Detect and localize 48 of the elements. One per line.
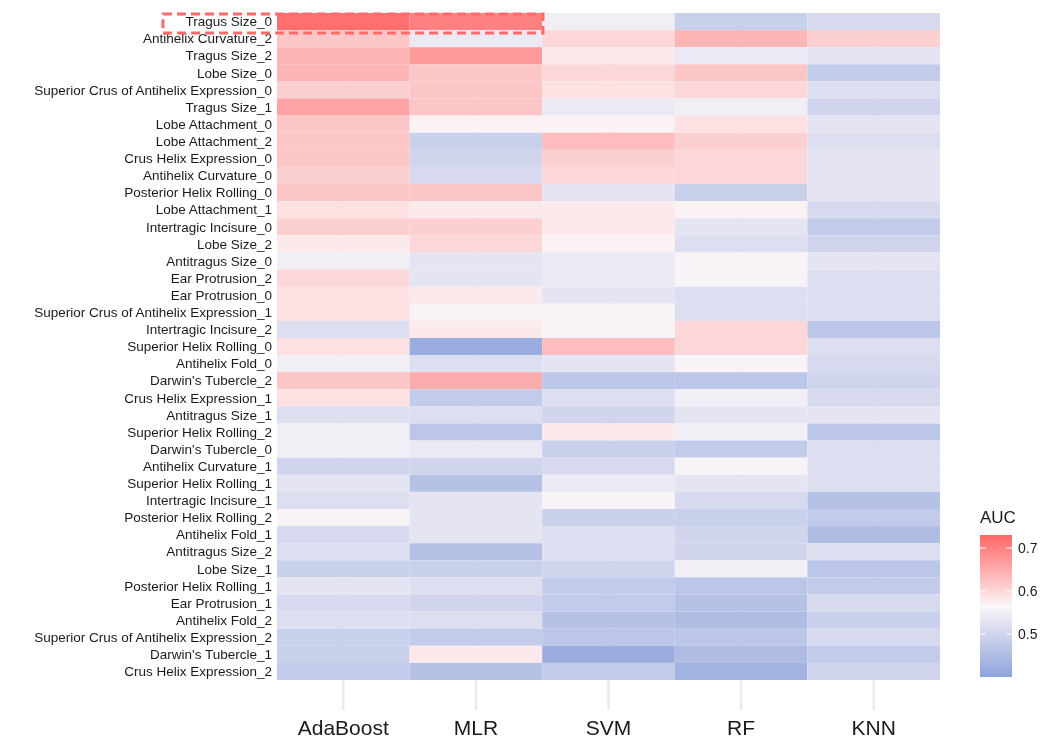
y-tick-label: Tragus Size_1 xyxy=(185,99,272,115)
y-tick-label: Antitragus Size_2 xyxy=(166,544,272,560)
y-tick-label: Crus Helix Expression_0 xyxy=(124,151,272,167)
y-tick-label: Tragus Size_2 xyxy=(185,48,272,64)
y-tick-label: Ear Protrusion_0 xyxy=(170,287,272,303)
x-tick-label: SVM xyxy=(585,716,632,739)
y-tick-label: Ear Protrusion_2 xyxy=(170,270,272,286)
y-tick-label: Crus Helix Expression_1 xyxy=(124,390,272,406)
color-bar-label: 0.7 xyxy=(1018,539,1038,556)
y-tick-label: Intertragic Incisure_0 xyxy=(145,219,272,235)
y-tick-label: Lobe Size_1 xyxy=(196,561,272,577)
y-tick-label: Posterior Helix Rolling_0 xyxy=(124,185,272,201)
y-tick-label: Antihelix Curvature_0 xyxy=(142,168,272,184)
y-tick-label: Antihelix Curvature_1 xyxy=(142,458,272,474)
y-tick-label: Lobe Attachment_1 xyxy=(155,202,272,218)
color-bar-label: 0.6 xyxy=(1018,582,1038,599)
x-tick-label: RF xyxy=(727,716,756,739)
x-tick-label: MLR xyxy=(453,716,499,739)
color-bar-title: AUC xyxy=(980,508,1016,527)
y-tick-label: Superior Crus of Antihelix Expression_1 xyxy=(34,305,272,321)
y-tick-label: Posterior Helix Rolling_1 xyxy=(124,578,272,594)
y-tick-label: Intertragic Incisure_2 xyxy=(145,322,272,338)
y-tick-label: Darwin's Tubercle_2 xyxy=(150,373,272,389)
y-tick-label: Posterior Helix Rolling_2 xyxy=(124,510,272,526)
y-tick-label: Lobe Attachment_2 xyxy=(155,133,272,149)
y-tick-label: Darwin's Tubercle_1 xyxy=(150,647,272,663)
y-tick-label: Darwin's Tubercle_0 xyxy=(150,441,272,457)
y-tick-label: Superior Crus of Antihelix Expression_0 xyxy=(34,82,272,98)
y-tick-label: Superior Helix Rolling_1 xyxy=(127,476,272,492)
y-tick-label: Tragus Size_0 xyxy=(185,14,272,30)
x-tick-label: KNN xyxy=(851,716,896,739)
x-tick-label: AdaBoost xyxy=(297,716,389,739)
y-tick-label: Antihelix Fold_1 xyxy=(175,527,272,543)
y-tick-label: Superior Helix Rolling_0 xyxy=(127,339,272,355)
y-tick-label: Intertragic Incisure_1 xyxy=(145,493,272,509)
color-bar-label: 0.5 xyxy=(1018,625,1038,642)
y-tick-label: Lobe Attachment_0 xyxy=(155,116,272,132)
y-tick-label: Antihelix Fold_0 xyxy=(175,356,272,372)
y-tick-label: Antihelix Fold_2 xyxy=(175,612,272,628)
y-tick-label: Antitragus Size_0 xyxy=(166,253,272,269)
y-tick-label: Antihelix Curvature_2 xyxy=(142,31,272,47)
y-tick-label: Superior Crus of Antihelix Expression_2 xyxy=(34,629,272,645)
y-tick-label: Lobe Size_0 xyxy=(196,65,272,81)
y-tick-label: Antitragus Size_1 xyxy=(166,407,272,423)
y-tick-label: Superior Helix Rolling_2 xyxy=(127,424,272,440)
y-tick-label: Lobe Size_2 xyxy=(196,236,272,252)
y-tick-label: Crus Helix Expression_2 xyxy=(124,664,272,680)
y-tick-label: Ear Protrusion_1 xyxy=(170,595,272,611)
